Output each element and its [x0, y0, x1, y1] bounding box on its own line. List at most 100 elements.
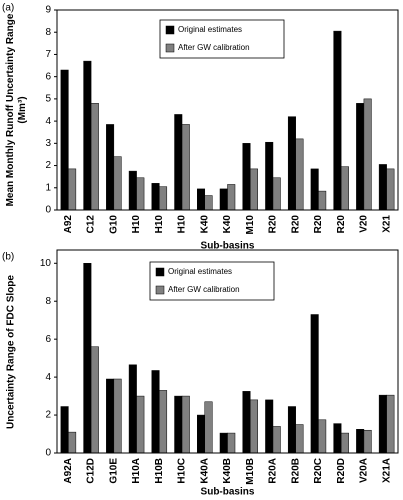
panel-label: (a)	[2, 3, 14, 14]
bar	[363, 429, 372, 454]
bar	[197, 188, 206, 211]
legend-swatch	[165, 25, 175, 35]
x-tick-label: K40A	[199, 458, 210, 484]
y-tick-label: 2	[45, 410, 51, 421]
x-tick-label: C12D	[86, 458, 97, 484]
legend-box	[159, 19, 285, 59]
x-tick-label: K40	[222, 215, 233, 234]
y-tick-label: 5	[45, 94, 51, 105]
bar	[159, 186, 168, 211]
y-tick-label: 7	[45, 49, 51, 60]
bar	[128, 170, 137, 211]
bar	[204, 195, 213, 211]
bar	[68, 168, 77, 211]
y-axis-label: Uncertainty Range of FDC Slope	[5, 274, 16, 429]
bar	[356, 103, 365, 211]
bar	[333, 423, 342, 454]
bar	[272, 426, 281, 454]
x-tick-label: M10	[245, 215, 256, 235]
bar	[378, 394, 387, 454]
bar	[287, 406, 296, 454]
x-tick-label: K40B	[222, 458, 233, 484]
x-tick-label: G10E	[108, 458, 119, 484]
bar	[113, 156, 122, 211]
bar	[249, 168, 258, 211]
bar	[136, 395, 145, 454]
bar	[333, 30, 342, 211]
bar	[318, 419, 327, 454]
bar	[83, 263, 92, 454]
bar	[174, 114, 183, 211]
bar	[318, 190, 327, 211]
legend-swatch	[165, 43, 175, 53]
x-tick-label: H10	[154, 215, 165, 234]
bar	[68, 431, 77, 454]
bar	[159, 390, 168, 454]
bar	[174, 395, 183, 454]
bar	[197, 414, 206, 454]
bar	[227, 432, 236, 454]
bar	[151, 183, 160, 211]
y-tick-label: 4	[45, 116, 51, 127]
y-tick-label: 3	[45, 138, 51, 149]
y-tick-label: 2	[45, 160, 51, 171]
y-tick-label: 8	[45, 296, 51, 307]
y-tick-label: 6	[45, 334, 51, 345]
x-tick-label: R20	[268, 215, 279, 234]
bar	[136, 177, 145, 211]
x-tick-label: R20	[313, 215, 324, 234]
bar	[310, 168, 319, 211]
y-tick-label: 1	[45, 182, 51, 193]
bar	[242, 391, 251, 454]
bar	[181, 124, 190, 211]
x-tick-label: A92A	[63, 458, 74, 484]
bar	[340, 432, 349, 454]
x-tick-label: V20	[359, 215, 370, 233]
plot-frame	[56, 9, 399, 211]
legend-label: Original estimates	[178, 25, 242, 34]
bar	[310, 314, 319, 454]
y-axis-label: Mean Monthly Runoff Uncertainty Range (M…	[5, 13, 28, 207]
panel-label: (b)	[2, 252, 14, 263]
y-tick-label: 0	[45, 205, 51, 216]
bar	[227, 184, 236, 211]
x-tick-label: R20	[290, 215, 301, 234]
bar	[287, 116, 296, 211]
bar	[106, 378, 115, 454]
x-tick-label: H10C	[177, 458, 188, 484]
bar	[295, 138, 304, 211]
bar	[90, 103, 99, 211]
x-tick-label: C12	[86, 215, 97, 234]
y-tick-label: 6	[45, 71, 51, 82]
bar	[378, 164, 387, 211]
legend-label: After GW calibration	[168, 285, 240, 294]
bar	[219, 432, 228, 454]
legend-label: After GW calibration	[178, 43, 250, 52]
x-tick-label: R20B	[290, 458, 301, 484]
y-tick-label: 9	[45, 5, 51, 16]
x-tick-label: X21A	[381, 458, 392, 483]
bar	[386, 394, 395, 454]
bar	[90, 346, 99, 454]
x-tick-label: R20A	[268, 458, 279, 484]
bar	[106, 124, 115, 211]
x-tick-label: R20D	[336, 458, 347, 484]
x-tick-label: R20	[336, 215, 347, 234]
x-axis-label: Sub-basins	[201, 487, 255, 498]
x-axis-label: Sub-basins	[201, 241, 255, 252]
bar	[265, 141, 274, 211]
bar	[83, 60, 92, 211]
y-tick-label: 0	[45, 448, 51, 459]
legend-label: Original estimates	[168, 267, 232, 276]
bar	[113, 378, 122, 454]
bar	[249, 399, 258, 454]
bar	[340, 166, 349, 211]
bar	[181, 395, 190, 454]
bar	[295, 424, 304, 454]
x-tick-label: H10	[177, 215, 188, 234]
x-tick-label: V20A	[359, 458, 370, 483]
y-tick-label: 10	[40, 258, 52, 269]
bar	[265, 399, 274, 454]
y-tick-label: 4	[45, 372, 51, 383]
